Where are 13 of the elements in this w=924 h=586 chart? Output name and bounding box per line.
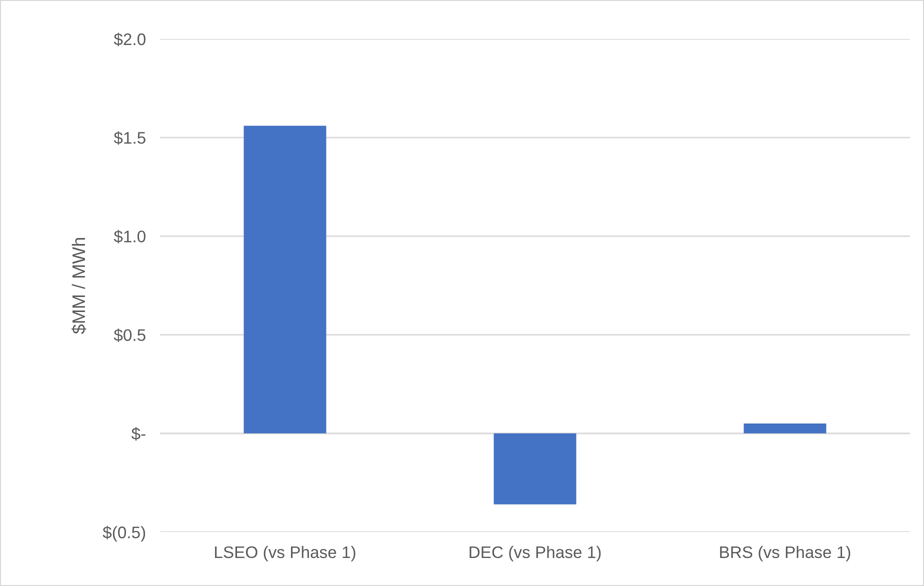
y-tick-label: $1.0 <box>114 230 146 244</box>
bar <box>244 126 326 434</box>
y-tick-label: $2.0 <box>114 32 146 46</box>
y-tick-label: $- <box>131 427 146 441</box>
y-tick-label: $(0.5) <box>102 526 146 542</box>
x-tick-label: BRS (vs Phase 1) <box>720 546 850 562</box>
y-tick-label: $0.5 <box>114 328 146 342</box>
y-axis-title: $MM / MWh <box>72 238 86 334</box>
y-tick-label: $1.5 <box>114 131 146 145</box>
x-tick-label: LSEO (vs Phase 1) <box>215 546 356 562</box>
bar <box>494 433 576 504</box>
bar <box>744 424 826 434</box>
x-tick-label: DEC (vs Phase 1) <box>470 546 601 562</box>
